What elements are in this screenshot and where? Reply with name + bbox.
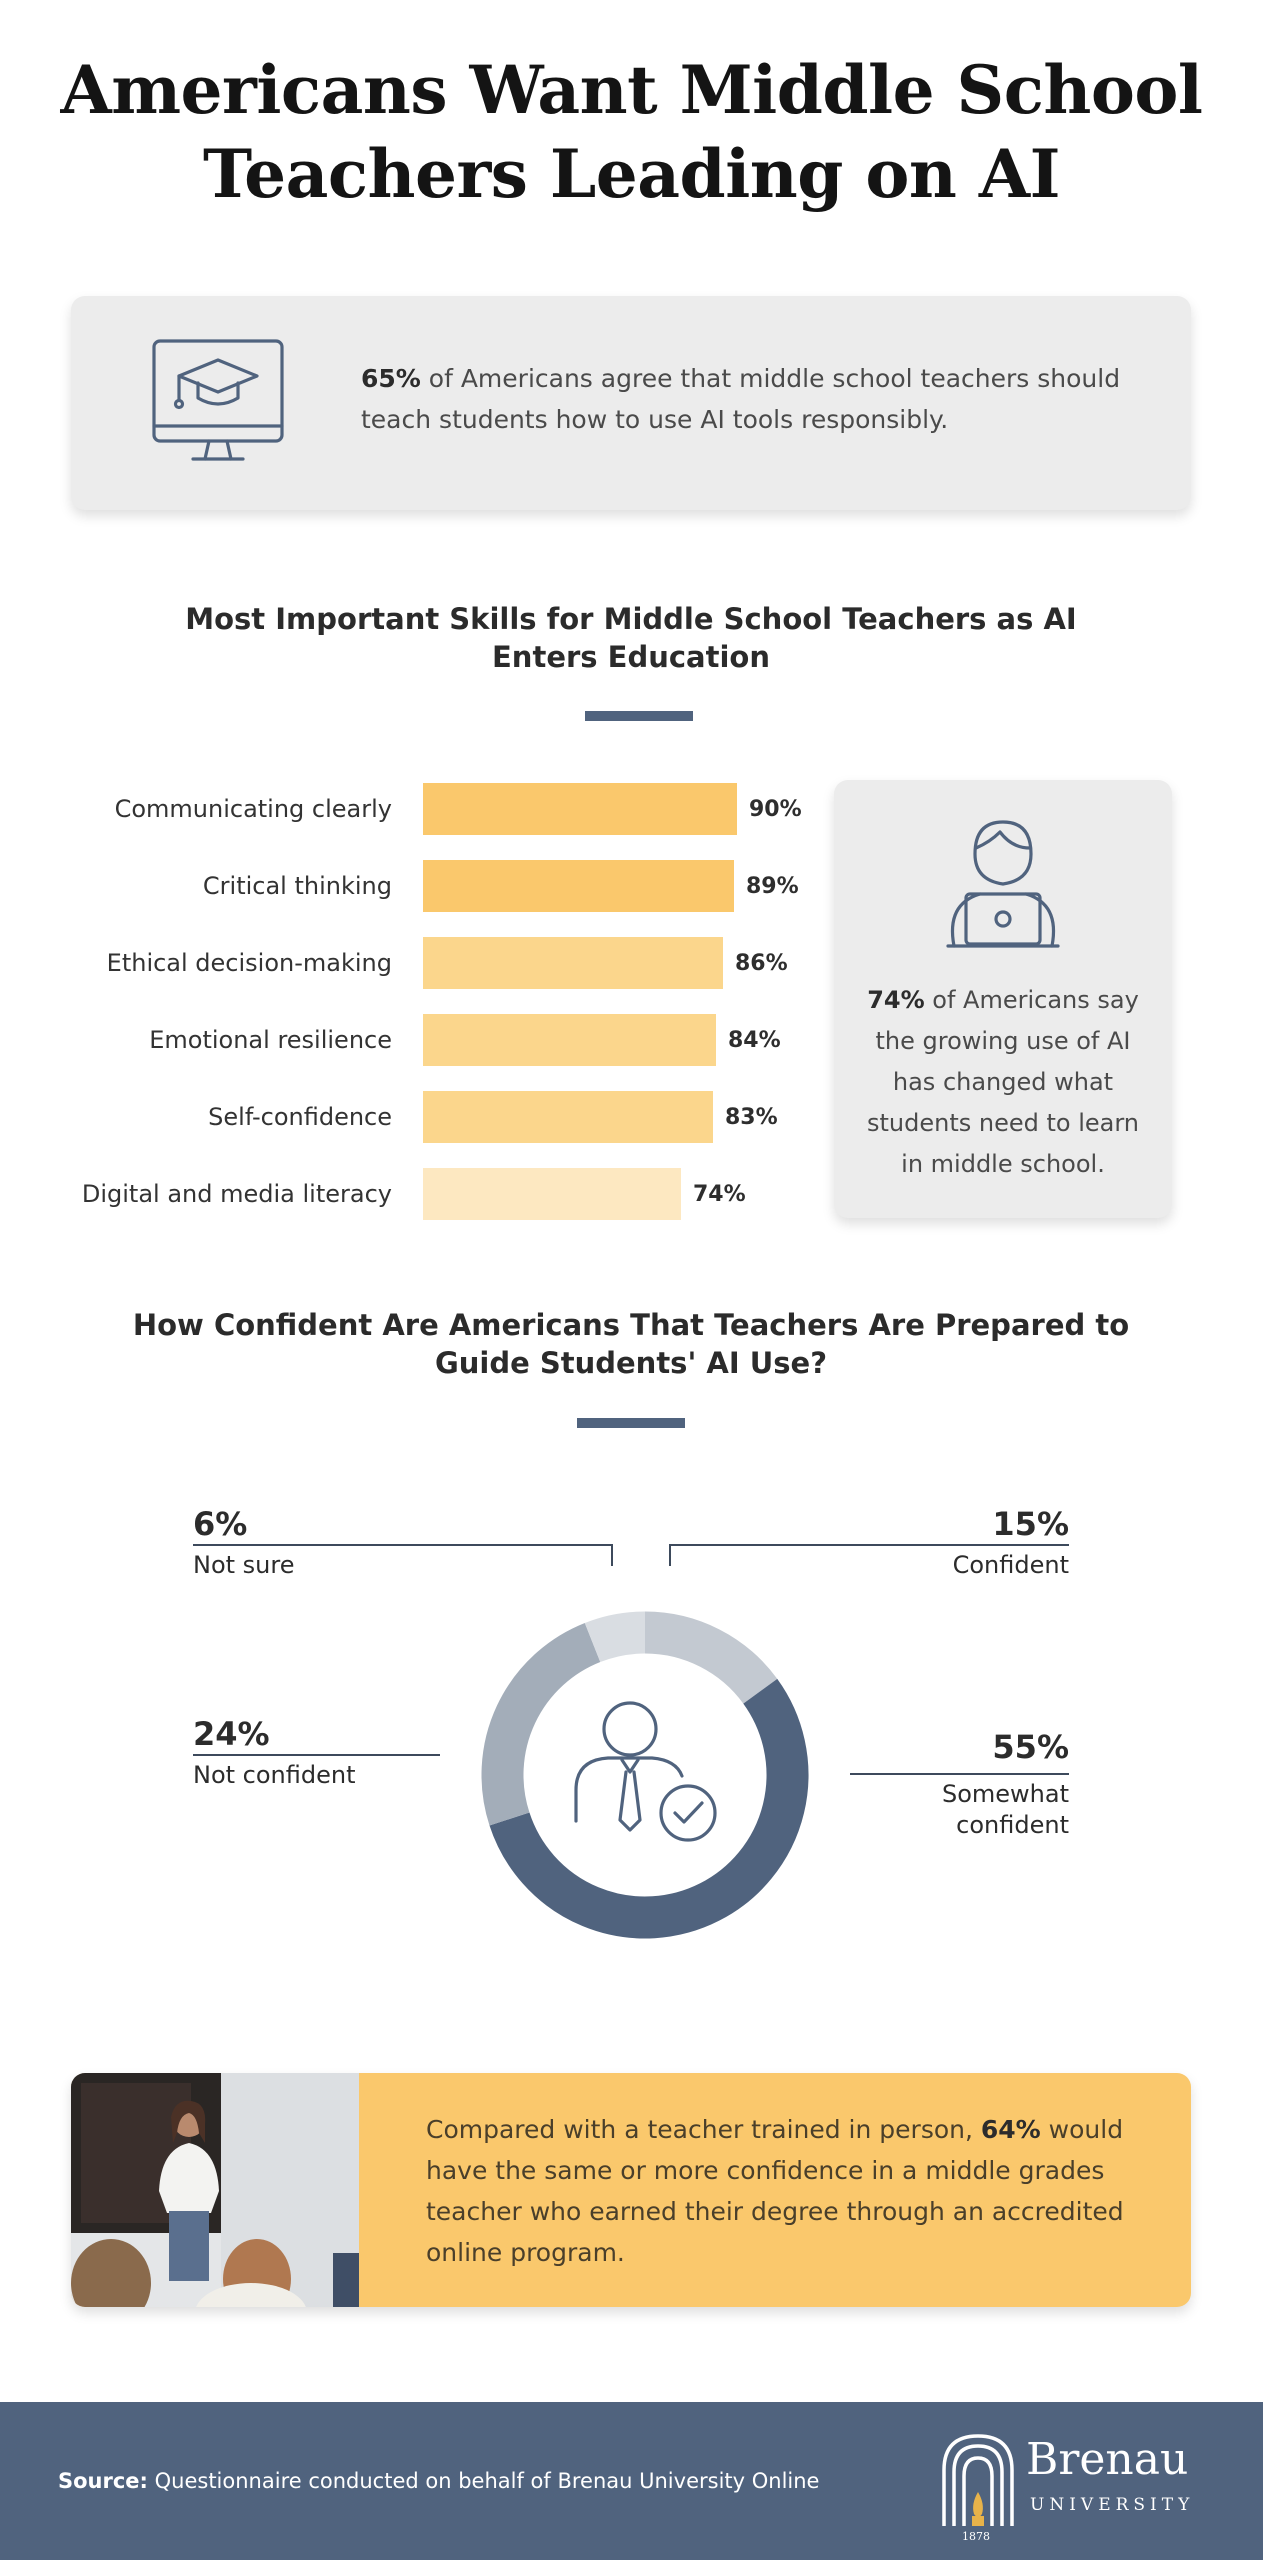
source-note: Source: Questionnaire conducted on behal… [58,2466,819,2496]
source-text: Questionnaire conducted on behalf of Bre… [147,2469,820,2493]
page-title: Americans Want Middle School Teachers Le… [0,48,1263,216]
stat-card-1-highlight: 65% [361,364,421,393]
donut-label-confident: Confident [952,1551,1069,1579]
person-with-laptop-icon [946,820,1060,948]
donut-slice-not-sure [584,1611,646,1663]
donut-label-not-sure: Not sure [193,1551,295,1579]
source-label: Source: [58,2469,148,2493]
logo-wordmark: Brenau [1026,2434,1189,2485]
person-checkmark-icon [574,1701,717,1842]
bar-label: Self-confidence [208,1103,392,1131]
brenau-arch-logo-icon [942,2434,1014,2526]
donut-label-somewhat-confident: Somewhat confident [941,1780,1069,1839]
stat-card-responsible-ai: 65% of Americans agree that middle schoo… [71,296,1191,510]
callout-text-after: would have the same or more confidence i… [426,2115,1124,2267]
bar-value-label: 90% [749,797,802,822]
bar-value-label: 74% [693,1182,746,1207]
skills-title-line-2: Enters Education [492,640,770,674]
stat-card-1-text: 65% of Americans agree that middle schoo… [361,358,1141,440]
bar-label: Emotional resilience [149,1026,392,1054]
confidence-divider [577,1418,685,1428]
confidence-title-line-1: How Confident Are Americans That Teacher… [132,1308,1130,1342]
donut-pct-confident: 15% [992,1505,1069,1543]
donut-pct-somewhat-confident: 55% [992,1728,1069,1766]
bar [423,783,737,835]
donut-slice-not-confident [481,1622,601,1826]
stat-card-1-body: of Americans agree that middle school te… [361,364,1121,434]
bar [423,860,734,912]
logo-subtitle: UNIVERSITY [1030,2495,1195,2515]
logo-year: 1878 [962,2530,990,2543]
bar [423,1014,716,1066]
online-degree-callout: Compared with a teacher trained in perso… [71,2073,1191,2307]
stat-card-2-body: of Americans say the growing use of AI h… [866,986,1139,1178]
donut-slices [481,1611,809,1939]
page-title-line-2: Teachers Leading on AI [203,135,1060,213]
graduation-cap-monitor-icon [152,339,284,461]
donut-slice-somewhat-confident [489,1678,809,1939]
stat-card-learning-changed: 74% of Americans say the growing use of … [834,780,1172,1218]
skills-divider [585,711,693,721]
footer: Source: Questionnaire conducted on behal… [0,2402,1263,2560]
stat-card-2-text: 74% of Americans say the growing use of … [854,980,1152,1185]
teacher-classroom-photo [71,2073,359,2307]
page-title-line-1: Americans Want Middle School [60,51,1203,129]
bar-label: Communicating clearly [114,795,392,823]
bar-value-label: 83% [725,1105,778,1130]
callout-highlight: 64% [980,2115,1041,2144]
bar [423,937,723,989]
donut-slice-confident [644,1611,778,1705]
confidence-section-title: How Confident Are Americans That Teacher… [131,1306,1131,1382]
confidence-title-line-2: Guide Students' AI Use? [434,1346,828,1380]
bar-value-label: 89% [746,874,799,899]
donut-pct-not-confident: 24% [193,1715,270,1753]
bar-value-label: 86% [735,951,788,976]
callout-text-before: Compared with a teacher trained in perso… [426,2115,981,2144]
donut-pct-not-sure: 6% [193,1505,248,1543]
callout-text: Compared with a teacher trained in perso… [426,2109,1146,2273]
bar [423,1091,713,1143]
bar-label: Digital and media literacy [81,1180,392,1208]
donut-label-not-confident: Not confident [193,1761,356,1789]
skills-title-line-1: Most Important Skills for Middle School … [185,602,1077,636]
bar-label: Ethical decision-making [106,949,392,977]
bar [423,1168,681,1220]
stat-card-2-highlight: 74% [867,986,925,1014]
bar-label: Critical thinking [202,872,392,900]
bar-value-label: 84% [728,1028,781,1053]
skills-section-title: Most Important Skills for Middle School … [131,600,1131,676]
